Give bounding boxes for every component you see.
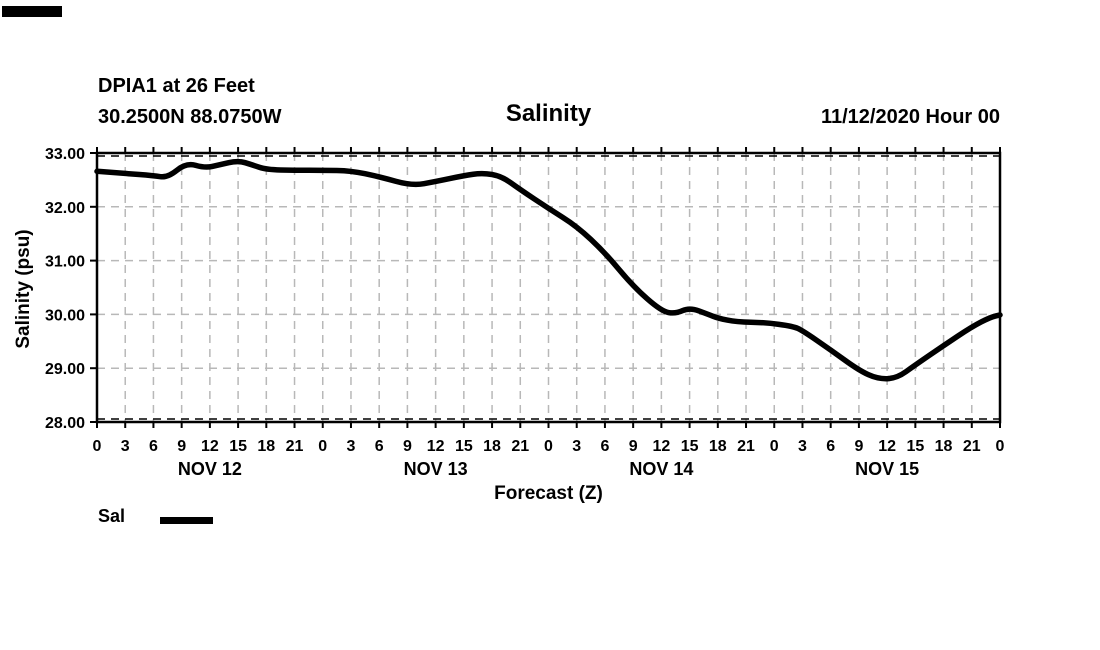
corner-mark	[2, 6, 62, 17]
legend-line-swatch	[160, 517, 213, 524]
hour-tick-label: 18	[709, 438, 727, 455]
day-label: NOV 15	[855, 459, 919, 479]
hour-tick-label: 21	[737, 438, 755, 455]
hour-tick-label: 12	[427, 438, 445, 455]
legend-label: Sal	[98, 506, 126, 526]
bound-gridlines	[97, 155, 1000, 420]
y-tick-label: 30.00	[45, 307, 85, 324]
hour-tick-label: 0	[996, 438, 1005, 455]
x-tick-labels: 0 3 6 9 12 15 18 21 0 3 6 9 12 15 18 21 0 3 6 9 12 15 18 21 0 3 6 9…	[93, 438, 1005, 455]
hour-tick-label: 9	[177, 438, 186, 455]
hour-tick-label: 9	[854, 438, 863, 455]
hour-tick-label: 0	[544, 438, 553, 455]
hour-tick-label: 18	[935, 438, 953, 455]
hour-tick-label: 12	[878, 438, 896, 455]
hour-tick-label: 15	[681, 438, 699, 455]
forecast-datetime: 11/12/2020 Hour 00	[820, 106, 1000, 128]
hour-tick-label: 12	[201, 438, 219, 455]
hour-tick-label: 21	[963, 438, 981, 455]
station-coordinates: 30.2500N 88.0750W	[98, 106, 282, 128]
hour-tick-label: 6	[375, 438, 384, 455]
hour-tick-label: 0	[770, 438, 779, 455]
hour-tick-label: 3	[347, 438, 356, 455]
y-tick-label: 28.00	[45, 415, 85, 432]
y-tick-label: 32.00	[45, 200, 85, 217]
hour-tick-label: 18	[257, 438, 275, 455]
hour-tick-label: 21	[286, 438, 304, 455]
day-label: NOV 14	[629, 459, 693, 479]
day-label: NOV 13	[404, 459, 468, 479]
day-label: NOV 12	[178, 459, 242, 479]
hour-tick-label: 3	[121, 438, 130, 455]
hour-tick-label: 6	[149, 438, 158, 455]
station-name: DPIA1 at 26 Feet	[98, 75, 255, 97]
hour-tick-label: 0	[318, 438, 327, 455]
hour-tick-label: 9	[629, 438, 638, 455]
grid-lines	[97, 153, 1000, 422]
salinity-curve	[94, 158, 1003, 382]
hour-tick-label: 21	[511, 438, 529, 455]
day-labels: NOV 12 NOV 13 NOV 14 NOV 15	[178, 459, 919, 479]
hour-tick-label: 18	[483, 438, 501, 455]
y-tick-label: 31.00	[45, 254, 85, 271]
y-tick-label: 33.00	[45, 146, 85, 163]
chart-title: Salinity	[505, 100, 592, 127]
hour-tick-label: 6	[826, 438, 835, 455]
hour-tick-label: 6	[600, 438, 609, 455]
x-axis-title: Forecast (Z)	[494, 483, 603, 504]
hour-tick-label: 3	[572, 438, 581, 455]
hour-tick-label: 15	[906, 438, 924, 455]
hour-tick-label: 12	[652, 438, 670, 455]
hour-tick-label: 9	[403, 438, 412, 455]
hour-tick-label: 0	[93, 438, 102, 455]
y-tick-labels: 33.00 32.00 31.00 30.00 29.00 28.00	[45, 146, 85, 432]
hour-tick-label: 3	[798, 438, 807, 455]
hour-tick-label: 15	[455, 438, 473, 455]
axis-ticks	[90, 147, 1001, 428]
hour-tick-label: 15	[229, 438, 247, 455]
y-tick-label: 29.00	[45, 361, 85, 378]
